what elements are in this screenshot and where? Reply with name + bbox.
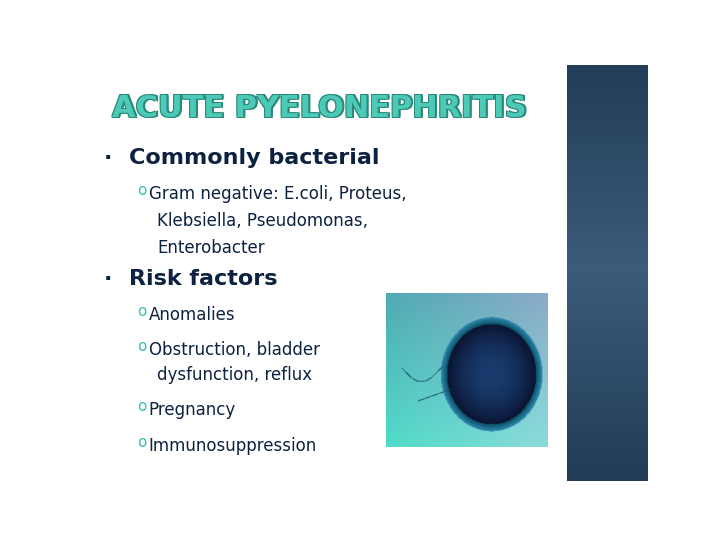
Bar [567,224,648,231]
Bar [567,197,648,204]
Text: Pregnancy: Pregnancy [148,401,236,420]
Bar [567,72,648,79]
Text: Gram negative: E.coli, Proteus,: Gram negative: E.coli, Proteus, [148,185,406,204]
Text: ACUTE PYELONEPHRITIS: ACUTE PYELONEPHRITIS [114,93,528,122]
Bar [567,467,648,474]
Bar [567,127,648,134]
Bar [567,439,648,446]
Bar [567,155,648,162]
Bar [567,148,648,155]
Bar [567,390,648,397]
Text: Commonly bacterial: Commonly bacterial [129,148,379,168]
Bar [567,273,648,280]
Bar [567,92,648,99]
Bar [567,432,648,439]
Text: o: o [138,183,147,198]
Bar [567,204,648,210]
Bar [567,238,648,245]
Bar [567,134,648,141]
Bar [567,252,648,259]
Bar [567,307,648,314]
Text: o: o [138,304,147,319]
Text: Anomalies: Anomalies [148,306,235,324]
Text: Immunosuppression: Immunosuppression [148,437,317,455]
Bar [567,217,648,224]
Bar [567,363,648,370]
Bar [567,190,648,197]
Text: o: o [138,339,147,354]
Bar [567,460,648,467]
Bar [567,294,648,300]
Bar [567,65,648,72]
Bar [567,85,648,92]
Bar [567,231,648,238]
Bar [567,259,648,266]
Bar [567,383,648,390]
Bar [567,418,648,425]
Bar [567,280,648,287]
Bar [567,342,648,349]
Text: ACUTE PYELONEPHRITIS: ACUTE PYELONEPHRITIS [114,95,528,124]
Bar [567,377,648,383]
Text: ·: · [104,148,112,168]
Bar [567,266,648,273]
Text: ·: · [104,268,112,288]
Bar [567,474,648,481]
Bar [567,300,648,307]
Bar [567,335,648,342]
Bar [567,446,648,453]
Bar [567,99,648,106]
Bar [567,287,648,294]
Text: Klebsiella, Pseudomonas,: Klebsiella, Pseudomonas, [157,212,368,231]
Text: ACUTE PYELONEPHRITIS: ACUTE PYELONEPHRITIS [111,93,526,122]
Bar [567,328,648,335]
Text: o: o [138,435,147,450]
Bar [567,349,648,356]
Bar [567,120,648,127]
Bar [567,370,648,377]
Bar [567,356,648,363]
Text: o: o [138,399,147,414]
Bar [567,321,648,328]
Bar [567,106,648,113]
Bar [567,411,648,418]
Text: dysfunction, reflux: dysfunction, reflux [157,366,312,384]
Bar [567,453,648,460]
Bar [567,176,648,183]
Text: Risk factors: Risk factors [129,268,278,288]
Bar [567,314,648,321]
Bar [567,425,648,432]
Bar [567,169,648,176]
Text: Obstruction, bladder: Obstruction, bladder [148,341,320,359]
Bar [567,397,648,404]
Text: ACUTE PYELONEPHRITIS: ACUTE PYELONEPHRITIS [112,94,527,123]
Bar [567,79,648,85]
Text: Enterobacter: Enterobacter [157,239,264,258]
Bar [567,404,648,411]
Bar [567,141,648,148]
Text: ACUTE PYELONEPHRITIS: ACUTE PYELONEPHRITIS [111,95,526,124]
Bar [567,245,648,252]
Bar [567,162,648,168]
Bar [567,183,648,190]
Bar [567,211,648,217]
Bar [567,113,648,120]
